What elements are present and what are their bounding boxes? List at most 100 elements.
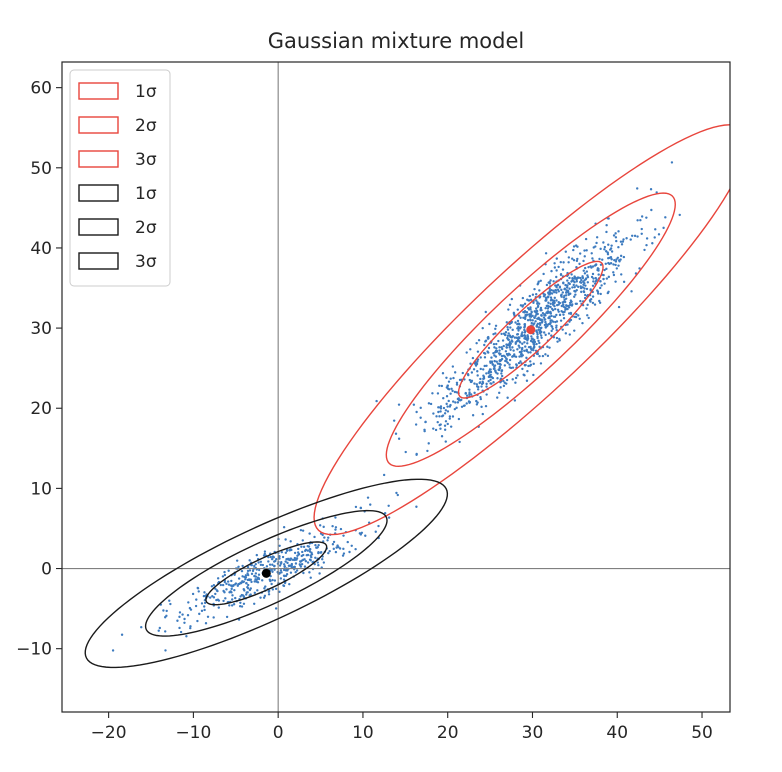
scatter-point-1-341 [301, 550, 304, 554]
scatter-point-0-716 [529, 339, 533, 343]
scatter-point-1-293 [217, 606, 220, 609]
scatter-point-0-877 [520, 332, 523, 336]
scatter-point-0-849 [555, 284, 558, 287]
scatter-point-0-29 [612, 263, 615, 266]
scatter-point-0-354 [513, 399, 517, 402]
scatter-point-0-991 [558, 337, 561, 341]
x-tick-label-7: 50 [691, 723, 713, 743]
scatter-point-0-862 [612, 271, 615, 274]
scatter-point-0-260 [564, 283, 567, 287]
scatter-point-0-159 [529, 306, 532, 309]
scatter-point-0-930 [521, 334, 524, 338]
scatter-point-1-272 [297, 547, 300, 551]
scatter-point-0-492 [535, 299, 538, 302]
scatter-point-0-150 [445, 402, 448, 406]
legend[interactable]: 1σ 2σ 3σ 1σ 2σ 3σ [69, 69, 171, 287]
scatter-point-0-9 [585, 270, 589, 273]
scatter-point-1-236 [301, 529, 305, 532]
scatter-point-0-61 [584, 293, 587, 297]
scatter-point-0-853 [533, 340, 537, 344]
scatter-point-1-49 [279, 577, 283, 580]
scatter-point-0-1033 [554, 289, 558, 292]
scatter-point-0-926 [584, 284, 587, 287]
scatter-point-0-924 [508, 344, 511, 347]
ellipse-component-0-sigma-2 [385, 192, 676, 467]
scatter-point-1-375 [234, 582, 238, 585]
scatter-point-0-216 [457, 417, 461, 421]
scatter-point-0-887 [609, 248, 612, 251]
scatter-point-1-240 [279, 569, 283, 572]
scatter-point-1-435 [316, 546, 319, 549]
scatter-point-0-722 [467, 373, 470, 377]
scatter-point-1-336 [233, 588, 236, 592]
scatter-point-1-264 [296, 554, 299, 557]
scatter-point-0-185 [573, 285, 576, 289]
scatter-point-0-1006 [573, 329, 576, 332]
scatter-point-1-325 [240, 569, 244, 573]
scatter-point-1-178 [224, 597, 227, 600]
scatter-point-0-746 [591, 272, 595, 276]
scatter-point-0-571 [369, 503, 372, 506]
scatter-point-0-1037 [607, 257, 610, 260]
scatter-point-0-775 [575, 312, 578, 316]
legend-label-3: 1σ [135, 184, 157, 204]
scatter-point-0-662 [633, 234, 637, 238]
scatter-point-1-85 [271, 563, 274, 566]
scatter-point-0-428 [504, 359, 507, 363]
scatter-point-1-18 [317, 543, 320, 547]
scatter-point-0-24 [583, 272, 587, 275]
scatter-point-0-220 [538, 289, 541, 292]
scatter-point-0-269 [557, 265, 560, 269]
scatter-point-1-428 [223, 573, 227, 577]
scatter-point-0-1024 [525, 314, 528, 317]
scatter-point-1-168 [164, 630, 167, 633]
scatter-point-0-619 [543, 313, 546, 317]
scatter-point-0-496 [579, 276, 582, 280]
scatter-point-0-305 [494, 332, 497, 335]
scatter-point-0-857 [594, 245, 597, 248]
scatter-point-1-461 [250, 580, 253, 584]
scatter-point-0-767 [615, 239, 618, 243]
scatter-point-0-1041 [523, 302, 527, 306]
scatter-point-0-980 [456, 401, 460, 404]
scatter-point-1-365 [244, 578, 247, 581]
scatter-point-1-109 [189, 625, 192, 628]
scatter-point-1-177 [257, 568, 261, 572]
scatter-point-0-925 [452, 400, 455, 403]
scatter-point-0-262 [555, 336, 559, 340]
scatter-point-1-75 [230, 579, 233, 583]
scatter-point-0-889 [551, 327, 554, 331]
scatter-point-0-686 [476, 358, 480, 361]
scatter-point-1-473 [120, 633, 124, 636]
scatter-point-0-171 [531, 293, 535, 296]
scatter-point-0-730 [543, 318, 547, 321]
scatter-point-0-806 [513, 313, 516, 316]
scatter-point-0-274 [544, 306, 547, 310]
scatter-point-0-982 [513, 355, 516, 358]
scatter-point-0-735 [576, 245, 579, 248]
scatter-point-1-200 [300, 562, 304, 566]
scatter-point-0-942 [481, 380, 484, 383]
scatter-point-1-294 [255, 553, 259, 557]
scatter-point-1-397 [230, 598, 234, 601]
scatter-point-1-348 [293, 565, 296, 569]
scatter-point-1-161 [168, 599, 171, 602]
scatter-point-0-749 [404, 450, 407, 454]
scatter-point-0-66 [495, 342, 498, 346]
scatter-point-0-1002 [485, 382, 488, 386]
scatter-point-0-143 [442, 406, 446, 410]
scatter-point-1-322 [306, 544, 309, 548]
scatter-point-1-189 [271, 570, 274, 573]
scatter-point-0-562 [614, 232, 617, 235]
y-tick-label-5: 40 [30, 239, 52, 259]
scatter-point-0-713 [538, 341, 541, 345]
scatter-point-0-85 [549, 302, 552, 305]
scatter-point-1-262 [332, 540, 336, 544]
scatter-point-0-902 [448, 415, 452, 418]
scatter-point-0-307 [505, 321, 508, 324]
scatter-point-1-409 [165, 609, 168, 613]
scatter-point-1-128 [282, 584, 286, 588]
scatter-point-1-447 [196, 619, 199, 623]
scatter-point-0-318 [479, 396, 482, 399]
scatter-point-0-640 [580, 281, 583, 284]
